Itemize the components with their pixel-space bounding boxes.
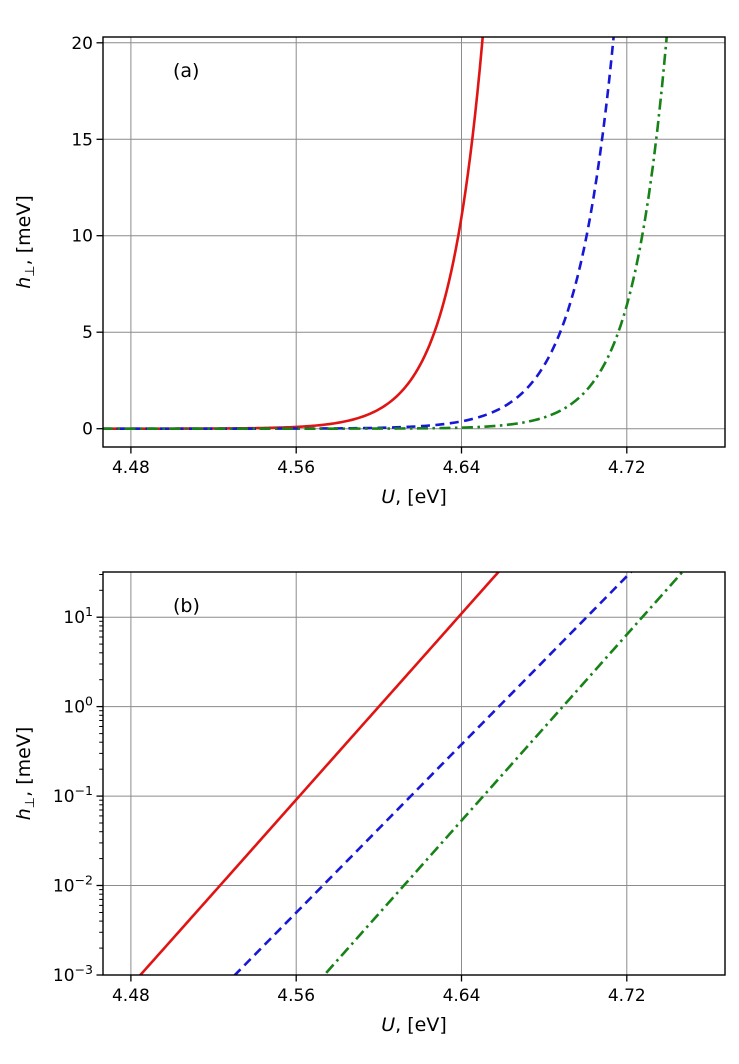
y-axis-label: h⊥, [meV]: [13, 727, 38, 820]
solid-red-curve: [138, 572, 501, 975]
axes-frame: [102, 571, 726, 976]
x-tick-label: 4.72: [608, 986, 646, 1006]
dashdot-green-curve: [322, 572, 685, 975]
x-tick-label: 4.48: [112, 986, 150, 1006]
x-tick-label: 4.64: [443, 986, 481, 1006]
x-tick-label: 4.48: [112, 458, 150, 478]
y-tick-label: 100: [63, 694, 93, 718]
axes-frame: [102, 36, 726, 448]
y-tick-label: 10−3: [53, 962, 93, 986]
panel-b: 4.48 4.56 4.64 4.72 10−3 10−2 10−1 100 101 U, [eV…: [13, 571, 726, 1036]
dashdot-green-curve: [103, 37, 668, 430]
y-tick-label: 20: [71, 34, 93, 54]
x-axis-label: U, [eV]: [381, 1014, 447, 1036]
panel-a: 4.48 4.56 4.64 4.72 0 5 10 15 20 U, [eV] h⊥, [meV]…: [13, 34, 726, 508]
y-tick-label: 15: [71, 130, 93, 150]
panel-label-a: (a): [173, 60, 199, 82]
y-tick-label: 5: [82, 323, 93, 343]
panel-label-b: (b): [173, 595, 200, 617]
y-tick-label: 10: [71, 227, 93, 247]
y-tick-label: 10−1: [53, 783, 93, 807]
y-tick-label: 0: [82, 420, 93, 440]
solid-red-curve: [103, 37, 484, 430]
x-tick-label: 4.72: [608, 458, 646, 478]
x-tick-label: 4.64: [443, 458, 481, 478]
y-axis-label: h⊥, [meV]: [13, 195, 38, 288]
y-tick-label: 101: [63, 604, 93, 628]
x-axis-label: U, [eV]: [381, 486, 447, 508]
x-tick-label: 4.56: [277, 986, 315, 1006]
dashed-blue-curve: [233, 572, 633, 975]
x-tick-label: 4.56: [277, 458, 315, 478]
y-tick-label: 10−2: [53, 873, 93, 897]
